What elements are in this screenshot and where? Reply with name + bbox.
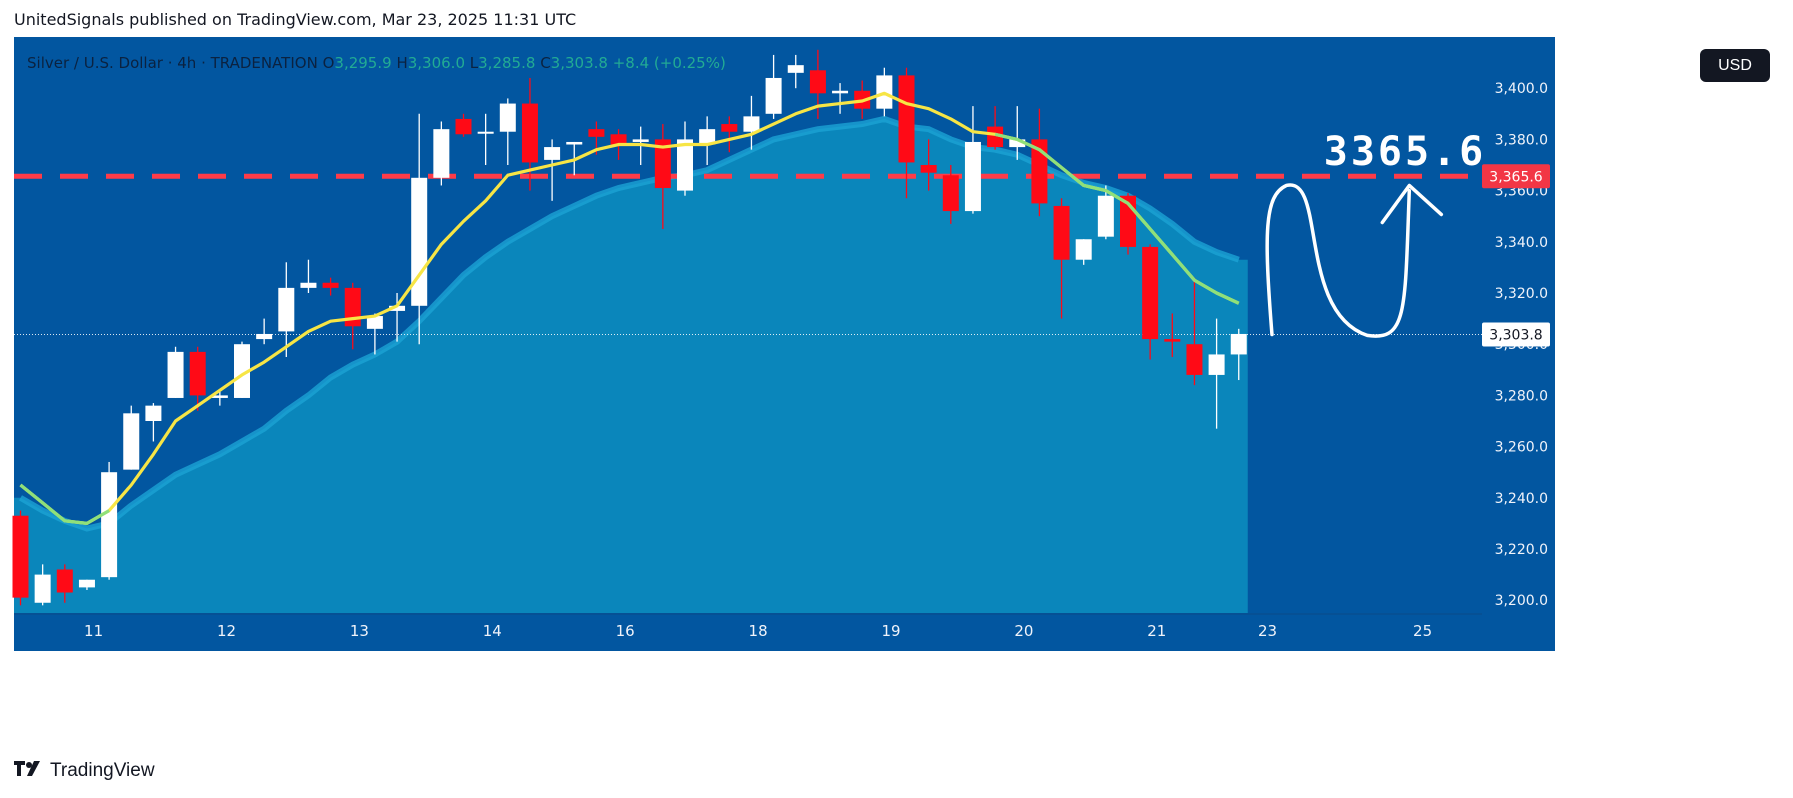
time-tick-label: 14 [483,622,502,640]
candle-body-bullish [1230,333,1247,355]
candle-body-bearish [189,351,206,396]
low-value: 3,285.8 [478,54,536,72]
candle-body-bearish [1164,339,1181,342]
candle-body-bullish [211,395,228,398]
high-label: H [396,54,408,72]
publisher-header: UnitedSignals published on TradingView.c… [14,10,577,29]
time-tick-label: 25 [1413,622,1432,640]
candle-body-bearish [942,175,959,212]
candle-body-bullish [411,177,428,306]
ohlc-legend: Silver / U.S. Dollar · 4h · TRADENATION … [27,54,726,72]
open-value: 3,295.9 [334,54,392,72]
low-label: L [469,54,479,72]
candle-body-bullish [145,405,162,421]
candle-body-bullish [167,351,184,398]
price-tick-label: 3,380.0 [1495,132,1548,148]
candle-body-bullish [787,65,804,73]
time-tick-label: 16 [616,622,635,640]
time-tick-label: 21 [1147,622,1166,640]
brand-name: TradingView [50,760,155,781]
candle-body-bullish [1075,239,1092,260]
time-tick-label: 13 [350,622,369,640]
candle-body-bullish [278,287,295,332]
price-tick-label: 3,200.0 [1495,593,1548,609]
last-price-label-bg [1482,322,1550,347]
level-annotation-text: 3365.6 [1324,129,1487,175]
candle-body-bearish [898,75,915,163]
candle-body-bearish [1053,205,1070,260]
time-tick-label: 19 [881,622,900,640]
candle-body-bearish [1031,139,1048,204]
candle-body-bullish [366,316,383,329]
candle-body-bullish [1009,139,1026,148]
candle-body-bullish [300,282,317,288]
candle-body-bearish [1142,246,1159,340]
candle-body-bearish [521,103,538,163]
candle-body-bearish [56,569,73,593]
candle-body-bullish [566,141,583,145]
projection-arrowhead [1380,183,1444,225]
candle-body-bullish [433,129,450,178]
candle-body-bearish [455,118,472,135]
time-tick-label: 23 [1258,622,1277,640]
candle-body-bullish [765,77,782,114]
close-value: 3,303.8 [550,54,608,72]
candle-body-bullish [632,139,649,142]
high-value: 3,306.0 [407,54,465,72]
tradingview-logo-icon [14,760,44,782]
candle-body-bearish [1186,344,1203,375]
candle-body-bullish [34,574,51,603]
candle-body-bullish [1208,354,1225,375]
time-tick-label: 20 [1014,622,1033,640]
candle-body-bullish [743,116,760,132]
candle-body-bullish [389,305,406,311]
candle-body-bearish [12,515,29,598]
ema-fast-line-bearish-segment [19,483,110,525]
candle-body-bearish [654,139,671,189]
time-tick-label: 18 [749,622,768,640]
level-price-label-bg [1482,164,1550,189]
price-tick-label: 3,340.0 [1495,235,1548,251]
candle-body-bullish [544,147,561,160]
price-tick-label: 3,280.0 [1495,388,1548,404]
symbol-label[interactable]: Silver / U.S. Dollar · 4h · TRADENATION [27,54,318,72]
candle-body-bearish [322,282,339,288]
candle-body-bullish [1097,195,1114,237]
last-price-label: 3,303.8 [1489,327,1542,343]
close-label: C [540,54,551,72]
price-tick-label: 3,400.0 [1495,81,1548,97]
price-tick-label: 3,320.0 [1495,286,1548,302]
candle-body-bullish [677,139,693,191]
candle-body-bullish [477,131,494,134]
candle-body-bearish [920,165,937,173]
level-price-label: 3,365.6 [1489,169,1543,185]
price-tick-label: 3,220.0 [1495,542,1548,558]
footer-brand[interactable]: TradingView [14,760,155,782]
candle-body-bullish [499,103,516,132]
candle-body-bullish [101,472,118,578]
candle-body-bearish [588,129,605,137]
candle-body-bullish [256,333,273,340]
candle-body-bullish [123,413,140,470]
projection-wave [1265,183,1412,338]
candle-body-bullish [832,90,849,94]
candle-body-bearish [987,126,1004,148]
candle-body-bearish [610,134,627,145]
candle-body-bullish [78,579,95,588]
candle-body-bullish [699,129,716,145]
ema-cloud-area [14,118,1248,614]
time-tick-label: 11 [84,622,103,640]
candle-body-bullish [964,141,981,212]
open-label: O [322,54,335,72]
candle-body-bearish [721,124,738,132]
price-tick-label: 3,260.0 [1495,440,1548,456]
currency-button[interactable]: USD [1700,49,1770,82]
time-tick-label: 12 [217,622,236,640]
candle-body-bearish [809,70,826,94]
change-value: +8.4 (+0.25%) [612,54,726,72]
price-tick-label: 3,240.0 [1495,491,1548,507]
candle-body-bullish [234,344,250,398]
ema-fast-line-bearish-segment [994,132,1240,305]
